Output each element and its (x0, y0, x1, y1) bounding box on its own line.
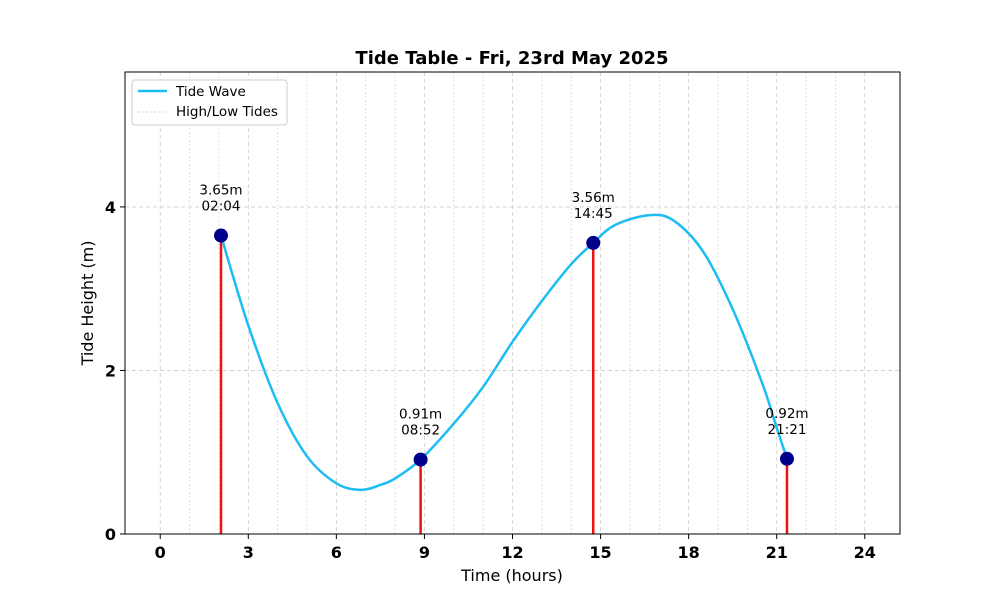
tide-height-label: 0.92m (765, 406, 808, 422)
tide-marker (586, 235, 601, 250)
y-tick-label: 2 (105, 361, 116, 380)
x-tick-label: 3 (243, 543, 254, 562)
y-axis-label: Tide Height (m) (78, 241, 97, 367)
tide-marker (213, 228, 228, 243)
x-tick-label: 9 (419, 543, 430, 562)
tide-markers (213, 228, 794, 467)
tide-time-label: 14:45 (574, 206, 613, 222)
x-axis-label: Time (hours) (460, 566, 563, 585)
tide-height-label: 0.91m (399, 407, 442, 423)
y-tick-label: 4 (105, 198, 116, 217)
tide-wave (219, 213, 789, 492)
chart-title: Tide Table - Fri, 23rd May 2025 (355, 48, 668, 69)
tide-wave-line (219, 213, 789, 492)
x-tick-label: 18 (678, 543, 700, 562)
tide-marker (779, 451, 794, 466)
tide-marker (413, 452, 428, 467)
tide-height-label: 3.56m (572, 190, 615, 206)
tide-height-label: 3.65m (199, 183, 242, 199)
x-tick-label: 15 (589, 543, 611, 562)
legend-label-tide-wave: Tide Wave (175, 84, 246, 100)
legend: Tide Wave High/Low Tides (131, 79, 288, 126)
tide-stems (219, 235, 789, 534)
x-tick-label: 0 (155, 543, 166, 562)
legend-label-high-low-tides: High/Low Tides (176, 104, 278, 120)
x-tick-label: 12 (501, 543, 523, 562)
tide-time-label: 02:04 (202, 199, 241, 215)
tide-time-label: 08:52 (401, 423, 440, 439)
grid (125, 72, 900, 534)
x-tick-label: 21 (766, 543, 788, 562)
legend-box (131, 79, 288, 126)
tide-time-label: 21:21 (768, 422, 807, 438)
x-tick-label: 6 (331, 543, 342, 562)
y-tick-label: 0 (105, 525, 116, 544)
x-tick-label: 24 (854, 543, 876, 562)
